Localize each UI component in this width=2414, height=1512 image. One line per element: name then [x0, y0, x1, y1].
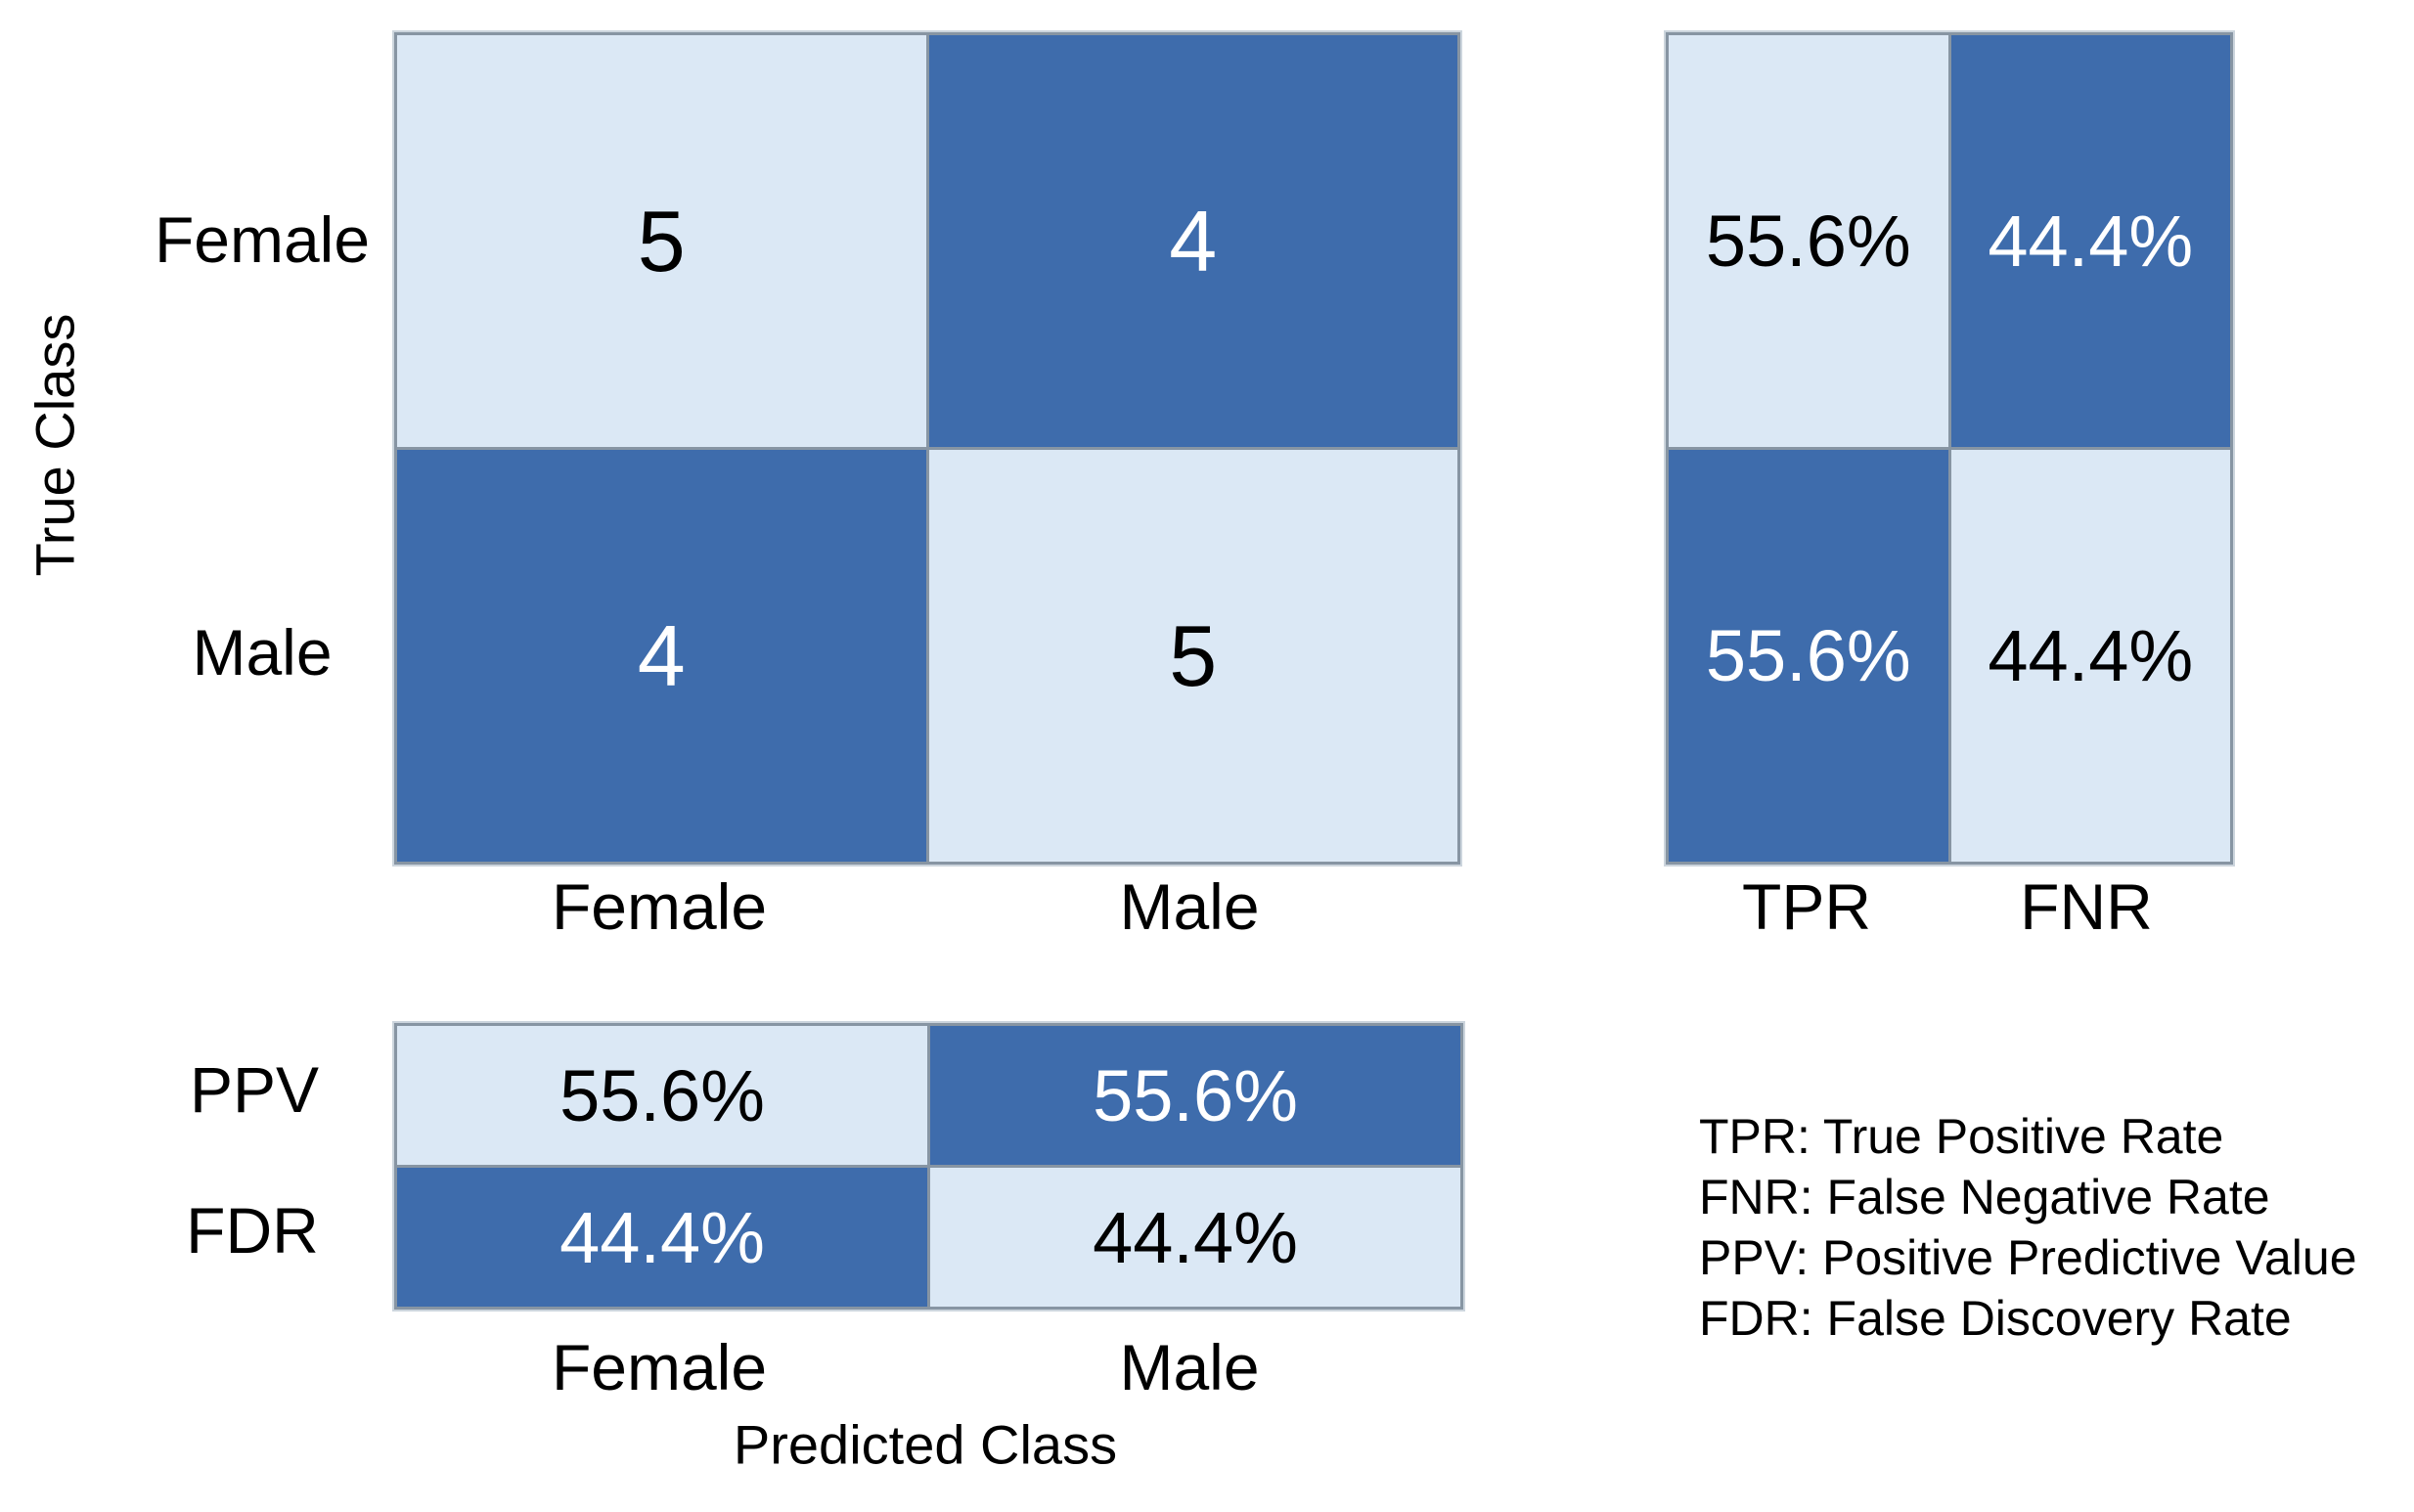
row-label-female: Female: [154, 203, 371, 276]
summary-cell-female-fnr: 44.4%: [1950, 35, 2230, 447]
confusion-matrix: 5 4 4 5: [394, 32, 1460, 865]
matrix-cell-female-female: 5: [397, 35, 926, 447]
summary-cell-ppv-female: 55.6%: [397, 1026, 927, 1165]
summary-cell-female-tpr: 55.6%: [1669, 35, 1948, 447]
legend-line-ppv: PPV: Positive Predictive Value: [1699, 1230, 2357, 1285]
row-summary-matrix: 55.6% 44.4% 55.6% 44.4%: [1666, 32, 2233, 865]
matrix-cell-male-female: 4: [397, 450, 926, 862]
legend-line-fnr: FNR: False Negative Rate: [1699, 1170, 2270, 1224]
column-summary-matrix: 55.6% 55.6% 44.4% 44.4%: [394, 1023, 1463, 1310]
col-label-fnr: FNR: [2020, 870, 2153, 943]
legend-line-fdr: FDR: False Discovery Rate: [1699, 1291, 2292, 1346]
legend-line-tpr: TPR: True Positive Rate: [1699, 1109, 2224, 1164]
col-label-male: Male: [1119, 870, 1260, 943]
matrix-cell-male-male: 5: [928, 450, 1457, 862]
summary-col-label-male: Male: [1119, 1331, 1260, 1403]
matrix-cell-female-male: 4: [928, 35, 1457, 447]
abbreviation-legend: TPR: True Positive Rate FNR: False Negat…: [1699, 1106, 2357, 1349]
row-label-male: Male: [192, 616, 333, 689]
summary-cell-ppv-male: 55.6%: [930, 1026, 1460, 1165]
row-label-fdr: FDR: [186, 1194, 319, 1267]
x-axis-title: Predicted Class: [733, 1413, 1118, 1476]
col-label-tpr: TPR: [1742, 870, 1871, 943]
y-axis-title: True Class: [23, 313, 86, 577]
summary-cell-fdr-female: 44.4%: [397, 1168, 927, 1307]
summary-cell-fdr-male: 44.4%: [930, 1168, 1460, 1307]
col-label-female: Female: [551, 870, 768, 943]
summary-cell-male-fnr: 44.4%: [1950, 450, 2230, 862]
summary-cell-male-tpr: 55.6%: [1669, 450, 1948, 862]
row-label-ppv: PPV: [189, 1053, 320, 1126]
summary-col-label-female: Female: [551, 1331, 768, 1403]
